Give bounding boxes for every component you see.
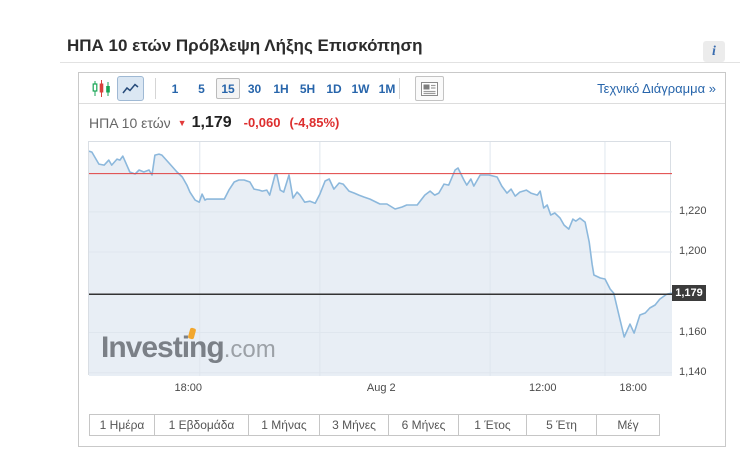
page-title: ΗΠΑ 10 ετών Πρόβλεψη Λήξης Επισκόπηση bbox=[67, 36, 423, 55]
range-button-8[interactable]: Μέγ bbox=[597, 415, 659, 435]
interval-1D[interactable]: 1D bbox=[326, 82, 342, 96]
interval-1W[interactable]: 1W bbox=[351, 82, 370, 96]
chart-toolbar: 1 5 15 30 1H 5H 1D 1W 1M Τεχνικό Διάγραμμα » bbox=[79, 73, 725, 104]
range-button-2[interactable]: 1 Εβδομάδα bbox=[155, 415, 249, 435]
candlestick-chart-button[interactable] bbox=[89, 76, 113, 101]
watermark-suffix: .com bbox=[223, 336, 276, 363]
interval-15[interactable]: 15 bbox=[216, 78, 240, 99]
interval-1M[interactable]: 1M bbox=[378, 82, 396, 96]
range-button-6[interactable]: 1 Έτος bbox=[459, 415, 527, 435]
instrument-price: 1,179 bbox=[191, 113, 232, 131]
interval-1H[interactable]: 1H bbox=[273, 82, 289, 96]
range-button-7[interactable]: 5 Έτη bbox=[527, 415, 597, 435]
range-button-5[interactable]: 6 Μήνες bbox=[389, 415, 459, 435]
instrument-change-percent: (-4,85%) bbox=[289, 115, 340, 130]
technical-chart-link[interactable]: Τεχνικό Διάγραμμα » bbox=[597, 81, 716, 96]
interval-30[interactable]: 30 bbox=[247, 82, 262, 96]
instrument-row: ΗΠΑ 10 ετών ▼ 1,179 -0,060 (-4,85%) bbox=[89, 104, 339, 141]
interval-5H[interactable]: 5H bbox=[299, 82, 316, 96]
watermark-text: Investing bbox=[101, 331, 225, 364]
chart-plot-area[interactable]: Investing.com bbox=[88, 141, 672, 376]
y-axis-label: 1,140 bbox=[679, 365, 707, 378]
toolbar-separator bbox=[399, 78, 400, 99]
series-area-fill bbox=[89, 151, 672, 376]
price-chart[interactable] bbox=[89, 142, 672, 376]
interval-selector: 1 5 15 30 1H 5H 1D 1W 1M bbox=[163, 76, 399, 101]
instrument-change: -0,060 bbox=[243, 115, 281, 130]
news-panel-icon bbox=[421, 81, 438, 96]
range-button-1[interactable]: 1 Ημέρα bbox=[90, 415, 155, 435]
investing-watermark: Investing.com bbox=[101, 327, 276, 365]
title-divider bbox=[60, 62, 740, 63]
interval-5[interactable]: 5 bbox=[198, 82, 205, 96]
y-axis-label: 1,160 bbox=[679, 325, 707, 338]
x-axis-label: Aug 2 bbox=[366, 382, 396, 394]
x-axis-label: 18:00 bbox=[619, 382, 647, 394]
price-line bbox=[89, 150, 672, 338]
instrument-name: ΗΠΑ 10 ετών bbox=[89, 114, 171, 131]
range-selector: 1 Ημέρα 1 Εβδομάδα 1 Μήνας 3 Μήνες 6 Μήνες 1 … bbox=[89, 414, 660, 436]
info-icon[interactable]: i bbox=[703, 41, 725, 62]
y-axis-label: 1,220 bbox=[679, 204, 707, 217]
candlestick-icon bbox=[92, 79, 110, 97]
chart-widget: 1 5 15 30 1H 5H 1D 1W 1M Τεχνικό Διάγραμμα » ΗΠΑ… bbox=[78, 72, 726, 447]
toolbar-separator bbox=[155, 78, 156, 99]
interval-1[interactable]: 1 bbox=[171, 82, 179, 96]
news-view-button[interactable] bbox=[415, 76, 444, 101]
x-axis-label: 12:00 bbox=[528, 382, 557, 394]
last-price-badge: 1,179 bbox=[672, 285, 706, 302]
range-button-4[interactable]: 3 Μήνες bbox=[320, 415, 389, 435]
y-axis-label: 1,200 bbox=[679, 245, 707, 258]
x-axis-label: 18:00 bbox=[174, 382, 203, 394]
line-chart-button[interactable] bbox=[117, 76, 144, 101]
line-chart-icon bbox=[122, 83, 139, 94]
price-down-arrow-icon: ▼ bbox=[177, 117, 187, 128]
range-button-3[interactable]: 1 Μήνας bbox=[249, 415, 320, 435]
